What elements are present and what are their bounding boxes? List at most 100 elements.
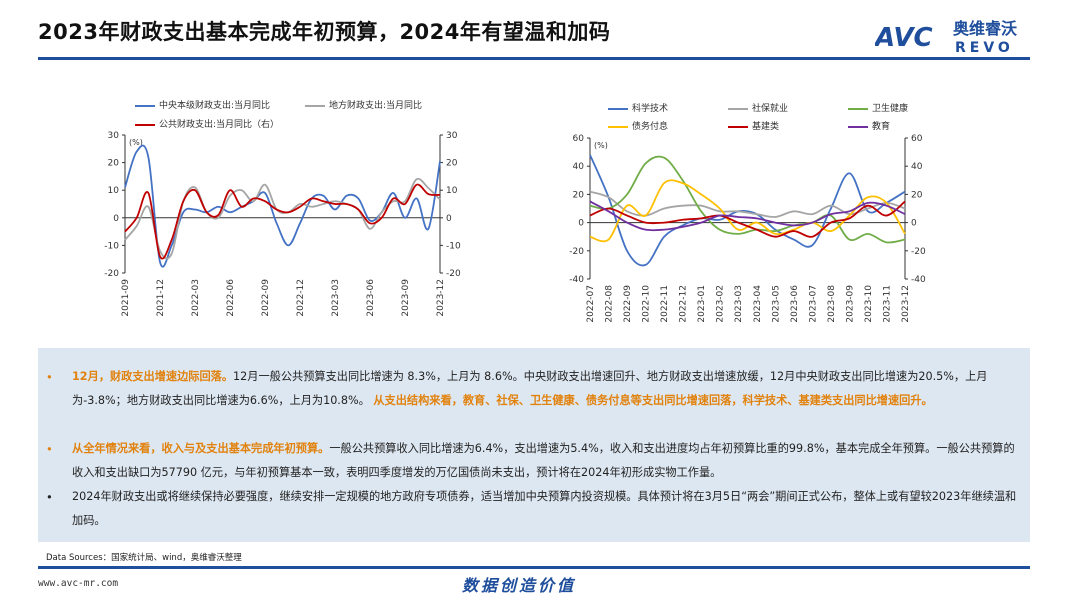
logo-avc-text: AVC	[875, 23, 933, 53]
legend-item: 基建类	[728, 119, 779, 132]
x-tick-label: 2022-07	[586, 285, 596, 323]
y2-tick-label: 20	[446, 159, 458, 169]
bullet-marker: •	[46, 442, 53, 456]
x-tick-label: 2023-06	[790, 285, 800, 323]
unit-label: (%)	[129, 138, 143, 147]
summary-paragraph-3: 2024年财政支出或将继续保持必要强度，继续安排一定规模的地方政府专项债券，适当…	[72, 485, 1022, 533]
x-tick-label: 2022-09	[261, 279, 271, 317]
summary-paragraph-2: 从全年情况来看，收入与及支出基本完成年初预算。一般公共预算收入同比增速为6.4%…	[72, 437, 1022, 485]
y-tick-label: -10	[104, 241, 119, 251]
y-tick-label: -40	[569, 275, 584, 285]
bullet-marker: •	[46, 490, 53, 504]
legend-item: 卫生健康	[848, 101, 908, 114]
fiscal-expenditure-yoy-chart: -20 -10 0 10 20 30 -20 -10 0 10 20 30 (%) 2021-09 2021…	[104, 131, 461, 317]
y-tick-label: 30	[108, 131, 120, 141]
legend-label: 科学技术	[632, 104, 669, 114]
y2-tick-label: -20	[446, 269, 461, 279]
y2-tick-label: 0	[911, 219, 917, 229]
x-tick-label: 2022-03	[191, 279, 201, 317]
slogan: 数据创造价值	[462, 576, 577, 595]
legend-label: 地方财政支出:当月同比	[329, 101, 423, 111]
legend-label: 教育	[872, 122, 891, 132]
x-tick-label: 2021-12	[156, 279, 166, 317]
x-tick-label: 2023-08	[827, 285, 837, 323]
x-tick-label: 2023-12	[901, 285, 911, 323]
y-tick-label: -20	[569, 247, 584, 257]
y-tick-label: 0	[578, 219, 584, 229]
x-tick-label: 2023-07	[808, 285, 818, 323]
x-tick-label: 2023-05	[771, 285, 781, 323]
paragraph-text: 一般公共预算收入同比增速为6.4%，支出增速为5.4%，收入和支出进度均占年初预…	[72, 442, 1015, 479]
footer-divider	[38, 566, 1030, 569]
x-tick-label: 2023-09	[845, 285, 855, 323]
series-line	[589, 155, 906, 244]
paragraph-text: 12月一般公共预算支出同比增速为 8.3%，上月为 8.6%。中央财政支出增速回…	[72, 370, 988, 407]
left-chart-legend: 中央本级财政支出:当月同比 地方财政支出:当月同比 公共财政支出:当月同比（右）	[135, 98, 455, 134]
expenditure-structure-yoy-chart: -40 -20 0 20 40 60 -40 -20 0 20 40 60 (%) 2022-07 2022…	[569, 134, 926, 323]
legend-item: 教育	[848, 119, 890, 132]
series-line	[124, 183, 441, 260]
paragraph-highlight: 从全年情况来看，收入与及支出基本完成年初预算。	[72, 442, 330, 455]
x-tick-label: 2022-08	[605, 285, 615, 323]
y2-tick-label: -20	[911, 247, 926, 257]
series-line	[589, 200, 906, 238]
x-tick-label: 2023-03	[734, 285, 744, 323]
x-tick-label: 2023-10	[864, 285, 874, 323]
x-tick-label: 2022-11	[660, 285, 670, 323]
y-tick-label: 20	[573, 190, 585, 200]
x-tick-label: 2022-06	[226, 279, 236, 317]
paragraph-highlight: 12月，财政支出增速边际回落。	[72, 370, 234, 383]
x-tick-label: 2022-12	[296, 279, 306, 317]
x-tick-label: 2023-11	[882, 285, 892, 323]
y2-tick-label: 30	[446, 131, 458, 141]
y-tick-label: 20	[108, 159, 120, 169]
logo-revo-text: REVO	[955, 40, 1014, 56]
x-tick-label: 2021-09	[121, 279, 131, 317]
avc-revo-logo: AVC 奥维睿沃 REVO	[875, 19, 1017, 56]
website-link[interactable]: www.avc-mr.com	[38, 578, 119, 589]
right-chart-legend: 科学技术 社保就业 卫生健康 债务付息 基建类 教育	[608, 101, 928, 137]
header-divider	[38, 57, 1030, 60]
y2-tick-label: 20	[911, 190, 923, 200]
summary-paragraph-1: 12月，财政支出增速边际回落。12月一般公共预算支出同比增速为 8.3%，上月为…	[72, 365, 1022, 413]
y2-tick-label: -40	[911, 275, 926, 285]
x-tick-label: 2023-06	[366, 279, 376, 317]
y2-tick-label: -10	[446, 241, 461, 251]
legend-label: 公共财政支出:当月同比（右）	[159, 120, 280, 130]
y2-tick-label: 0	[446, 214, 452, 224]
x-tick-label: 2023-12	[436, 279, 446, 317]
legend-item: 科学技术	[608, 101, 668, 114]
legend-label: 卫生健康	[872, 104, 909, 114]
legend-label: 社保就业	[752, 104, 789, 114]
legend-item: 债务付息	[608, 119, 668, 132]
series-line	[124, 177, 441, 260]
x-tick-label: 2022-10	[642, 285, 652, 323]
page-title: 2023年财政支出基本完成年初预算，2024年有望温和加码	[38, 20, 611, 44]
unit-label: (%)	[594, 141, 608, 150]
x-tick-label: 2022-09	[623, 285, 633, 323]
legend-item: 公共财政支出:当月同比（右）	[135, 117, 279, 130]
paragraph-text: 2024年财政支出或将继续保持必要强度，继续安排一定规模的地方政府专项债券，适当…	[72, 490, 1017, 527]
y-tick-label: 40	[573, 162, 585, 172]
y-tick-label: 0	[113, 214, 119, 224]
legend-label: 债务付息	[632, 122, 669, 132]
series-line	[589, 154, 906, 267]
x-tick-label: 2023-03	[331, 279, 341, 317]
legend-item: 中央本级财政支出:当月同比	[135, 98, 270, 111]
y2-tick-label: 40	[911, 162, 923, 172]
y-tick-label: 60	[573, 134, 585, 144]
logo-cn-text: 奥维睿沃	[953, 19, 1017, 38]
x-tick-label: 2022-12	[679, 285, 689, 323]
data-source: Data Sources：国家统计局、wind，奥维睿沃整理	[46, 553, 242, 563]
y-tick-label: -20	[104, 269, 119, 279]
x-tick-label: 2023-04	[753, 285, 763, 323]
bullet-marker: •	[46, 370, 53, 384]
y2-tick-label: 10	[446, 186, 458, 196]
legend-item: 社保就业	[728, 101, 788, 114]
series-line	[124, 144, 441, 268]
y2-tick-label: 60	[911, 134, 923, 144]
series-line	[589, 190, 906, 218]
y-tick-label: 10	[108, 186, 120, 196]
legend-label: 基建类	[752, 122, 780, 132]
legend-label: 中央本级财政支出:当月同比	[159, 101, 271, 111]
